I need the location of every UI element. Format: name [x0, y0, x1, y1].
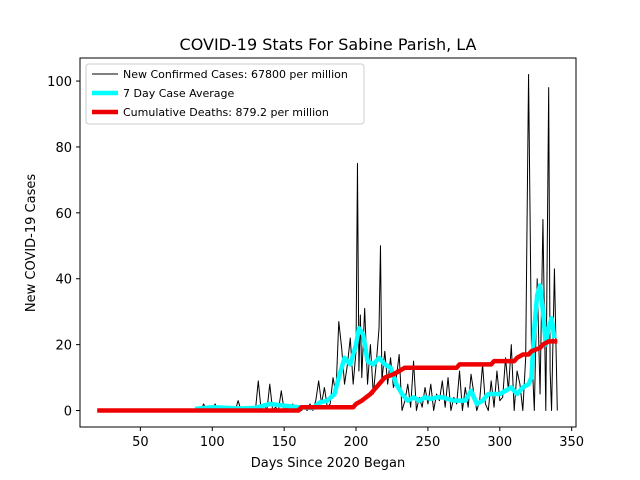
x-tick-label: 100: [200, 435, 225, 450]
plot-frame: [79, 57, 577, 428]
legend: New Confirmed Cases: 67800 per million 7 …: [85, 63, 365, 125]
series-line-2: [194, 283, 557, 412]
axes: 50 100 150 200 250 300 350 0 20 40 60 80 100: [47, 57, 584, 450]
x-tick-label: 350: [559, 435, 584, 450]
series-line-3: [97, 339, 558, 413]
y-tick-label: 0: [64, 405, 72, 420]
chart-title: COVID-19 Stats For Sabine Parish, LA: [180, 35, 477, 54]
x-tick-label: 150: [272, 435, 297, 450]
y-tick-label: 60: [55, 207, 72, 222]
y-tick-label: 100: [47, 75, 72, 90]
x-tick-label: 200: [344, 435, 369, 450]
y-tick-label: 80: [55, 141, 72, 156]
y-axis-label: New COVID-19 Cases: [24, 174, 39, 312]
legend-label-3: Cumulative Deaths: 879.2 per million: [123, 106, 329, 119]
y-tick-label: 40: [55, 273, 72, 288]
x-tick-label: 250: [416, 435, 441, 450]
y-tick-label: 20: [55, 339, 72, 354]
x-tick-label: 300: [487, 435, 512, 450]
legend-label-2: 7 Day Case Average: [123, 87, 235, 100]
legend-label-1: New Confirmed Cases: 67800 per million: [123, 68, 348, 81]
x-axis-label: Days Since 2020 Began: [251, 456, 406, 471]
legend-box: [85, 63, 365, 125]
x-tick-label: 50: [132, 435, 149, 450]
